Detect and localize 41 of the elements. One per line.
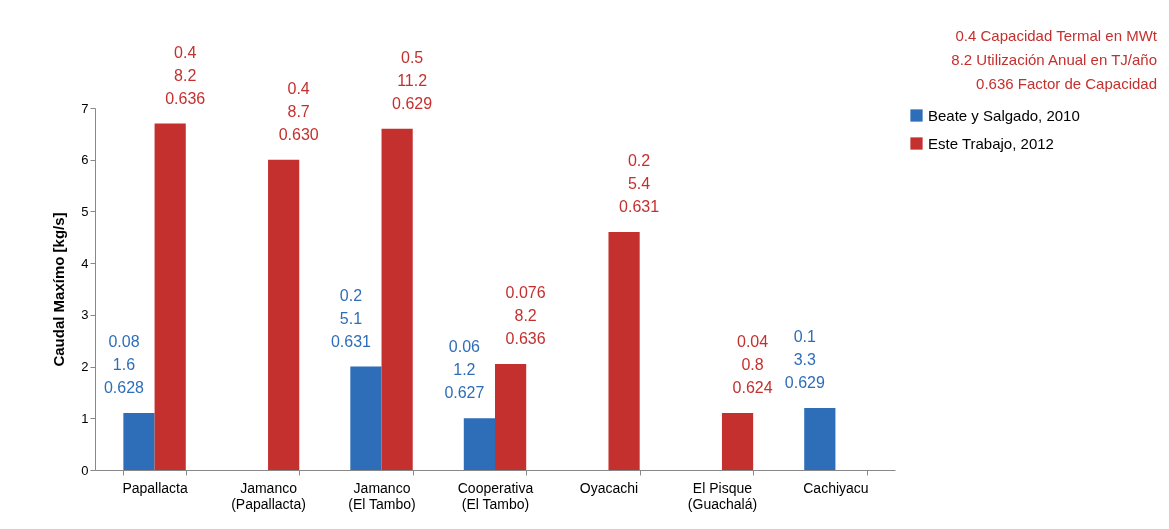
x-tick-label: Jamanco (Papallacta) <box>231 479 306 512</box>
y-tick-label: 2 <box>81 359 89 375</box>
y-tick-label: 7 <box>81 100 89 116</box>
y-tick-label: 5 <box>81 203 89 219</box>
annotation: 0.08 1.6 0.628 <box>103 333 145 397</box>
annotation: 0.076 8.2 0.636 <box>505 283 546 347</box>
bar <box>721 413 754 470</box>
legend-label: Este Trabajo, 2012 <box>928 134 1054 152</box>
y-tick-label: 6 <box>81 152 89 168</box>
x-tick-label: El Pisque (Guachalá) <box>687 479 758 512</box>
y-tick-label: 4 <box>81 255 89 271</box>
y-tick-label: 3 <box>81 307 89 323</box>
x-tick-label: Cachiyacu <box>803 479 869 496</box>
x-tick-label: Jamanco (El Tambo) <box>348 479 416 512</box>
x-tick-label: Oyacachi <box>579 479 639 496</box>
y-tick-label: 1 <box>81 410 89 426</box>
annotation: 0.06 1.2 0.627 <box>444 338 485 402</box>
x-tick-label: Papallacta <box>122 479 188 496</box>
annotation: 0.04 0.8 0.624 <box>732 333 773 397</box>
bar <box>463 418 495 470</box>
bar <box>608 232 640 470</box>
bar <box>804 407 836 470</box>
text: 8.2 Utilización Anual en TJ/año <box>951 51 1157 68</box>
annotation: 0.5 11.2 0.629 <box>392 48 433 112</box>
bar <box>381 128 413 470</box>
annotation: 0.2 5.1 0.631 <box>330 286 372 350</box>
bar <box>350 366 382 470</box>
x-tick-label: Cooperativa (El Tambo) <box>457 479 534 512</box>
text: 0.4 Capacidad Termal en MWt <box>955 27 1158 44</box>
bar <box>495 363 527 470</box>
bar <box>123 413 155 470</box>
annotation: 0.4 8.2 0.636 <box>165 43 206 107</box>
annotation: 0.4 8.7 0.630 <box>278 79 319 143</box>
legend-label: Beate y Salgado, 2010 <box>928 106 1080 124</box>
annotation: 0.2 5.4 0.631 <box>619 152 660 216</box>
annotation: 0.1 3.3 0.629 <box>784 327 825 391</box>
y-axis-title: Caudal Maxímo [kg/s] <box>50 212 68 367</box>
bar <box>268 159 300 470</box>
text: 0.636 Factor de Capacidad <box>976 75 1157 92</box>
bar <box>154 123 186 470</box>
y-tick-label: 0 <box>81 462 89 478</box>
